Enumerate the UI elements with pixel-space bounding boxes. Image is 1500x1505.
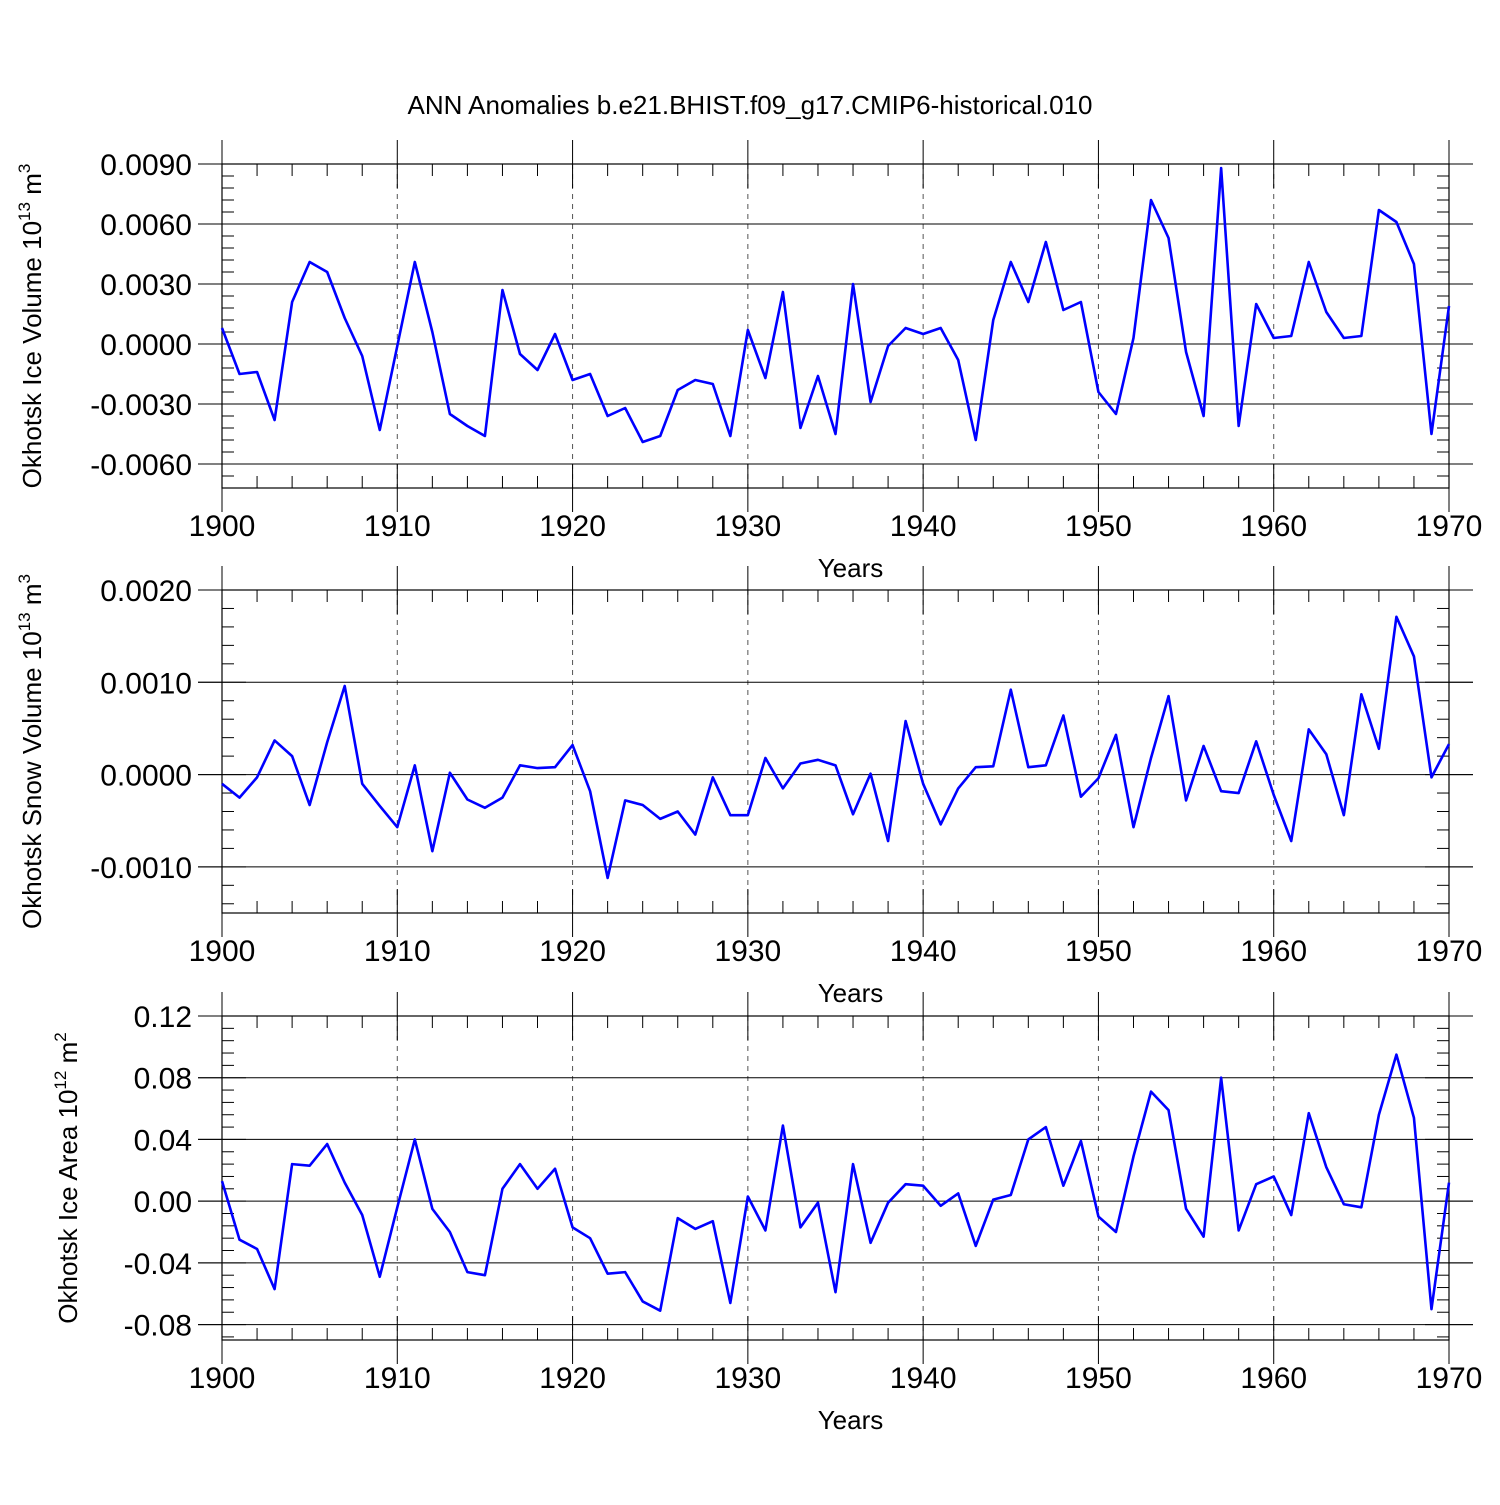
y-tick-label: 0.12 xyxy=(134,1001,192,1034)
x-tick-label: 1940 xyxy=(890,510,957,543)
x-tick-label: 1930 xyxy=(714,1362,781,1395)
plot-frame xyxy=(221,1015,1450,1341)
y-axis-title-text: Okhotsk Ice Volume 10 xyxy=(17,221,47,488)
y-tick-label: 0.0000 xyxy=(100,760,192,793)
y-axis-title-exponent: 12 xyxy=(51,1071,70,1090)
panel-ice-area: 1900 1910 1920 1930 1940 1950 1960 1970 Years -0.… xyxy=(51,992,1482,1435)
x-tick-label: 1960 xyxy=(1240,935,1307,968)
y-tick-label: 0.08 xyxy=(134,1063,192,1096)
y-axis-title-unit: m xyxy=(53,1042,83,1071)
plot-frame xyxy=(221,589,1450,914)
plot-frame xyxy=(221,163,1450,489)
x-tick-label: 1910 xyxy=(364,1362,431,1395)
y-axis-title-unit-exponent: 3 xyxy=(15,574,34,583)
y-axis-title-unit-exponent: 2 xyxy=(51,1032,70,1041)
x-tick-label: 1970 xyxy=(1416,1362,1483,1395)
y-axis-title-exponent: 13 xyxy=(15,612,34,631)
x-tick-label: 1930 xyxy=(714,935,781,968)
x-tick-label: 1900 xyxy=(189,510,256,543)
y-tick-label: -0.0030 xyxy=(90,389,192,422)
series-line-snow-volume xyxy=(221,615,1451,880)
x-tick-label: 1940 xyxy=(890,1362,957,1395)
x-tick-label: 1950 xyxy=(1065,1362,1132,1395)
x-tick-label: 1940 xyxy=(890,935,957,968)
x-tick-label: 1950 xyxy=(1065,510,1132,543)
x-tick-label: 1900 xyxy=(189,1362,256,1395)
y-tick-label: 0.0030 xyxy=(100,269,192,302)
x-tick-label: 1920 xyxy=(539,935,606,968)
x-axis-title: Years xyxy=(818,1405,884,1435)
y-tick-label: 0.0090 xyxy=(100,149,192,182)
y-axis-title: Okhotsk Snow Volume 1013 m3 xyxy=(15,574,47,929)
y-axis-title: Okhotsk Ice Area 1012 m2 xyxy=(51,1032,83,1323)
chart-title: ANN Anomalies b.e21.BHIST.f09_g17.CMIP6-… xyxy=(407,90,1092,120)
y-axis-title-text: Okhotsk Snow Volume 10 xyxy=(17,631,47,929)
x-tick-label: 1920 xyxy=(539,1362,606,1395)
y-tick-label: 0.0010 xyxy=(100,667,192,700)
panel-snow-volume: 1900 1910 1920 1930 1940 1950 1960 1970 Years -0.… xyxy=(15,566,1482,1008)
series-line-ice-area xyxy=(220,1053,1451,1312)
y-tick-label: -0.08 xyxy=(124,1310,192,1343)
y-tick-label: 0.00 xyxy=(134,1186,192,1219)
y-tick-label: 0.04 xyxy=(134,1124,192,1157)
y-axis-title-text: Okhotsk Ice Area 10 xyxy=(53,1090,83,1324)
x-axis-title: Years xyxy=(818,978,884,1008)
y-tick-label: 0.0000 xyxy=(100,329,192,362)
y-tick-label: -0.0010 xyxy=(90,852,192,885)
y-tick-label: -0.0060 xyxy=(90,449,192,482)
y-tick-label: 0.0020 xyxy=(100,575,192,608)
x-tick-label: 1960 xyxy=(1240,1362,1307,1395)
panel-ice-volume: 1900 1910 1920 1930 1940 1950 1960 1970 Years -0.… xyxy=(15,140,1482,583)
y-axis-title-unit: m xyxy=(17,173,47,202)
series-line-ice-volume xyxy=(220,166,1451,444)
y-axis-title-exponent: 13 xyxy=(15,202,34,221)
x-tick-label: 1970 xyxy=(1416,510,1483,543)
x-tick-label: 1910 xyxy=(364,510,431,543)
y-axis-title-unit: m xyxy=(17,583,47,612)
y-tick-label: -0.04 xyxy=(124,1248,192,1281)
x-tick-label: 1900 xyxy=(189,935,256,968)
x-tick-label: 1960 xyxy=(1240,510,1307,543)
y-tick-label: 0.0060 xyxy=(100,209,192,242)
x-tick-label: 1930 xyxy=(714,510,781,543)
y-axis-title-unit-exponent: 3 xyxy=(15,164,34,173)
x-tick-label: 1950 xyxy=(1065,935,1132,968)
x-axis-title: Years xyxy=(818,553,884,583)
x-tick-label: 1910 xyxy=(364,935,431,968)
x-tick-label: 1970 xyxy=(1416,935,1483,968)
x-tick-label: 1920 xyxy=(539,510,606,543)
y-axis-title: Okhotsk Ice Volume 1013 m3 xyxy=(15,164,47,489)
